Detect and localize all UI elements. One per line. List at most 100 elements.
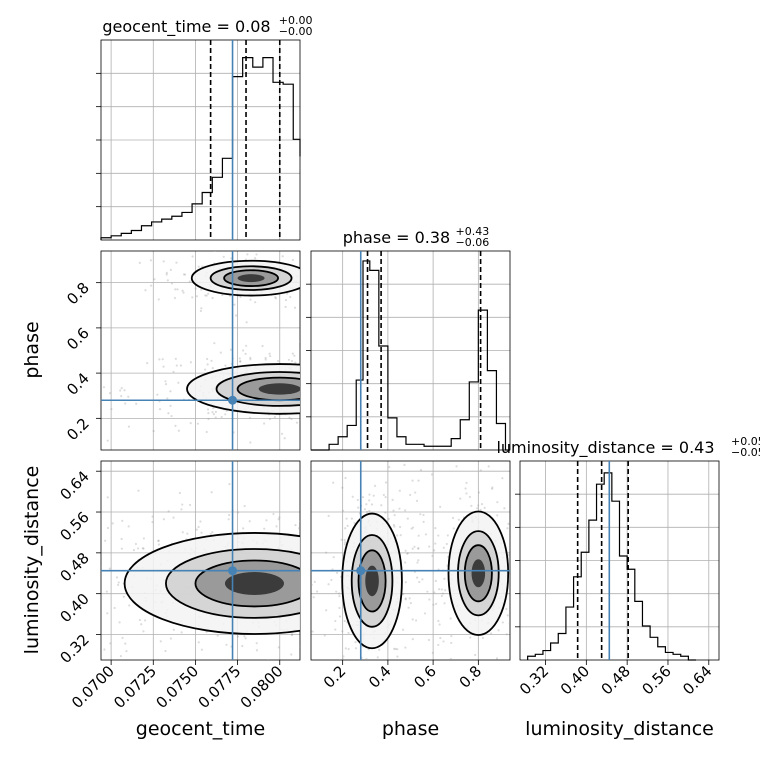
sample-point: [170, 282, 174, 285]
sample-point: [406, 552, 409, 555]
sample-point: [507, 554, 510, 557]
sample-point: [505, 633, 508, 636]
sample-point: [167, 412, 170, 415]
sample-point: [465, 492, 468, 495]
sample-point: [224, 364, 227, 367]
sample-point: [448, 601, 450, 603]
sample-point: [295, 421, 299, 424]
contour-line: [190, 259, 300, 297]
sample-point: [195, 528, 198, 531]
sample-point: [119, 389, 122, 392]
sample-point: [437, 619, 440, 623]
sample-point: [249, 356, 252, 359]
sample-point: [275, 525, 278, 528]
panel-title-phase: phase = 0.38 +0.43−0.06: [343, 225, 489, 249]
sample-point: [146, 362, 149, 365]
sample-point: [329, 370, 331, 372]
sample-point: [119, 654, 123, 658]
sample-point: [199, 520, 202, 523]
sample-point: [404, 525, 406, 527]
sample-point: [490, 632, 493, 635]
sample-point: [363, 508, 366, 511]
sample-point: [313, 600, 315, 602]
sample-point: [443, 577, 446, 580]
sample-point: [290, 633, 294, 636]
sample-point: [243, 635, 246, 638]
sample-point: [400, 388, 402, 390]
sample-point: [338, 595, 341, 598]
sample-point: [377, 378, 379, 380]
sample-point: [302, 408, 304, 410]
sample-point: [367, 659, 369, 660]
sample-point: [213, 342, 216, 345]
sample-point: [449, 617, 452, 620]
sample-point: [140, 623, 143, 626]
sample-point: [421, 578, 424, 581]
sample-point: [346, 395, 348, 397]
sample-point: [162, 518, 165, 521]
sample-point: [294, 523, 297, 527]
contour-line: [215, 371, 300, 407]
sample-point: [352, 400, 354, 402]
sample-point: [338, 374, 340, 376]
sample-point: [508, 622, 510, 625]
sample-point: [306, 400, 308, 402]
sample-point: [520, 568, 522, 570]
sample-point: [301, 561, 303, 563]
sample-point: [219, 241, 221, 243]
sample-point: [434, 602, 438, 605]
sample-point: [426, 590, 429, 593]
sample-point: [179, 364, 182, 367]
sample-point: [281, 255, 284, 258]
sample-point: [238, 357, 241, 360]
sample-point: [321, 288, 323, 290]
sample-point: [228, 482, 231, 486]
sample-point: [157, 543, 160, 546]
sample-point: [351, 675, 353, 677]
sample-point: [103, 648, 106, 651]
sample-point: [435, 583, 437, 585]
sample-point: [172, 628, 175, 631]
xaxis-label: geocent_time: [136, 718, 265, 740]
panel-frame-luminosity_distance: [519, 460, 720, 661]
sample-point: [196, 422, 200, 425]
sample-point: [120, 537, 123, 541]
sample-point: [324, 606, 326, 608]
sample-point: [188, 280, 191, 283]
sample-point: [398, 525, 402, 529]
sample-point: [303, 338, 305, 340]
sample-point: [302, 369, 304, 371]
contour-line: [447, 510, 510, 636]
sample-point: [343, 413, 345, 415]
sample-point: [445, 542, 448, 546]
sample-point: [353, 521, 356, 525]
sample-point: [364, 419, 366, 421]
panel-frame-phase-luminosity_distance: [310, 460, 511, 661]
xtick-label: 0.40: [557, 662, 593, 698]
sample-point: [337, 598, 339, 600]
sample-point: [330, 542, 332, 544]
sample-point: [414, 491, 417, 494]
title-sup: +0.43: [456, 225, 490, 238]
sample-point: [199, 309, 202, 313]
ytick-label: 0.40: [56, 590, 92, 626]
sample-point: [207, 292, 210, 295]
sample-point: [509, 592, 510, 594]
sample-point: [174, 288, 177, 291]
sample-point: [273, 416, 276, 419]
sample-point: [350, 399, 352, 401]
sample-point: [197, 641, 200, 644]
contour-line: [463, 544, 493, 603]
sample-point: [497, 629, 500, 632]
sample-point: [86, 538, 88, 540]
sample-point: [417, 534, 420, 537]
sample-point: [268, 352, 271, 355]
sample-point: [117, 581, 120, 584]
sample-point: [366, 401, 368, 403]
sample-point: [302, 285, 304, 287]
contour-line: [165, 548, 300, 619]
sample-point: [164, 380, 167, 383]
sample-point: [313, 580, 316, 583]
sample-point: [255, 649, 259, 652]
sample-point: [341, 486, 344, 489]
